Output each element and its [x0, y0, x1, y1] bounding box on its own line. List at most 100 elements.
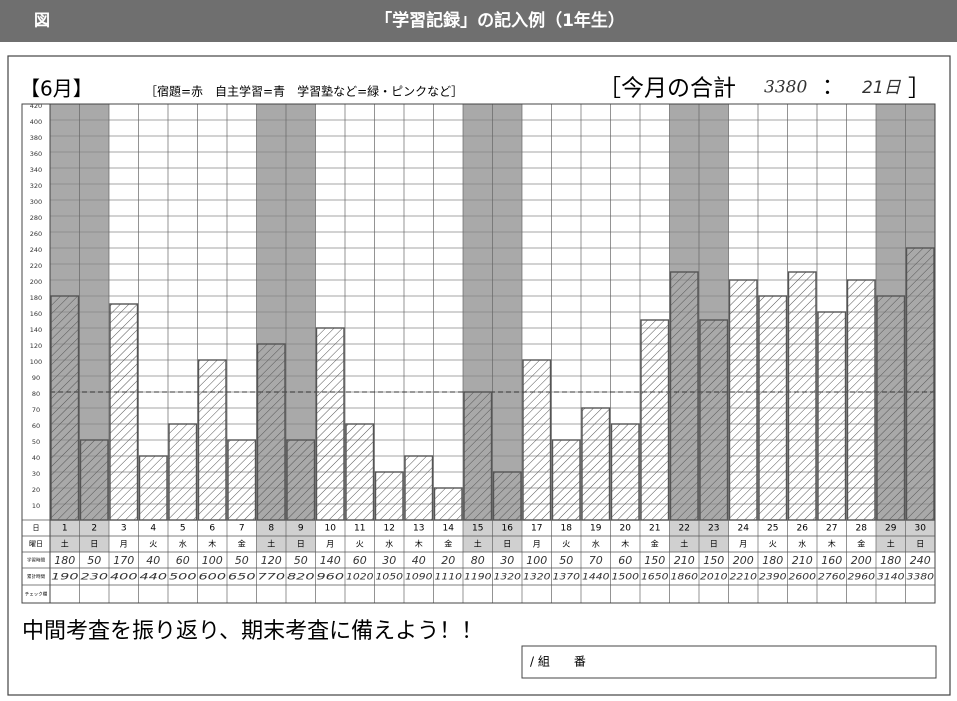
study-time: 170: [113, 554, 134, 567]
weekday-label: 日: [503, 540, 511, 549]
bar: [197, 359, 227, 521]
y-tick-label: 260: [30, 230, 42, 238]
header-title: 「学習記録」の記入例（1年生）: [375, 10, 625, 31]
cumulative-time: 1860: [671, 573, 699, 583]
y-tick-label: 180: [30, 294, 42, 302]
cumulative-time: 1110: [435, 573, 463, 583]
cumulative-time: 600: [199, 573, 227, 583]
class-box: [521, 645, 937, 679]
bar: [256, 343, 286, 521]
total-close: ］: [908, 76, 931, 102]
days: 21日: [862, 78, 902, 98]
y-tick-label: 100: [30, 358, 42, 366]
study-time: 60: [176, 554, 190, 567]
study-time: 120: [261, 554, 282, 567]
weekday-label: 月: [533, 540, 541, 549]
cumulative-time: 3140: [877, 573, 905, 583]
bar: [433, 487, 463, 521]
y-tick-label: 40: [32, 454, 40, 462]
study-time: 240: [910, 554, 931, 567]
study-time: 50: [559, 554, 573, 567]
bar: [109, 303, 139, 521]
y-tick-label: 220: [30, 262, 42, 270]
y-tick-label: 160: [30, 310, 42, 318]
bar: [345, 423, 375, 521]
cumulative-time: 2760: [818, 573, 846, 583]
cumulative-time: 1050: [376, 573, 404, 583]
y-tick-label: 360: [30, 150, 42, 158]
cumulative-time: 650: [228, 573, 256, 583]
day-label: 15: [472, 524, 483, 534]
class-box-label: / 組 番: [530, 655, 586, 669]
day-label: 6: [209, 524, 215, 534]
weekday-label: 火: [562, 540, 570, 549]
day-label: 23: [708, 524, 719, 534]
y-tick-label: 50: [32, 438, 40, 446]
day-label: 2: [91, 524, 97, 534]
y-tick-label: 60: [32, 422, 40, 430]
bar: [669, 271, 699, 521]
weekday-label: 木: [828, 539, 836, 549]
bar: [640, 319, 670, 521]
cumulative-time: 1020: [346, 573, 374, 583]
row-label: 累計時間: [27, 573, 45, 580]
y-tick-label: 140: [30, 326, 42, 334]
cumulative-time: 2010: [700, 573, 728, 583]
study-time: 100: [202, 554, 223, 567]
study-time: 80: [471, 554, 485, 567]
y-tick-label: 20: [32, 486, 40, 494]
study-time: 200: [733, 554, 754, 567]
study-time: 210: [792, 554, 813, 567]
cumulative-time: 400: [110, 573, 138, 583]
row-label: 日: [33, 524, 40, 532]
y-tick-label: 380: [30, 134, 42, 142]
y-tick-label: 400: [30, 118, 42, 126]
bar: [581, 407, 611, 521]
weekday-label: 水: [179, 539, 187, 549]
cumulative-time: 1370: [553, 573, 581, 583]
weekday-label: 土: [267, 539, 275, 549]
header-label: 図: [34, 11, 50, 30]
weekday-label: 火: [356, 540, 364, 549]
y-tick-label: 240: [30, 246, 42, 254]
bar: [846, 279, 876, 521]
weekday-label: 木: [415, 539, 423, 549]
cumulative-time: 2960: [848, 573, 876, 583]
weekday-label: 金: [444, 539, 452, 549]
total: 3380: [764, 78, 807, 98]
message: 中間考査を振り返り、期末考査に備えよう！！: [22, 619, 483, 644]
header-bar: [0, 0, 957, 42]
bar: [463, 391, 493, 521]
bar: [374, 471, 404, 521]
weekday-label: 火: [149, 540, 157, 549]
chart: 1020304050607080901001201401601802002202…: [21, 102, 936, 604]
bar: [227, 439, 257, 521]
weekday-label: 金: [651, 539, 659, 549]
weekday-label: 土: [61, 539, 69, 549]
day-label: 21: [649, 524, 660, 534]
bar: [787, 271, 817, 521]
bar: [817, 311, 847, 521]
day-label: 3: [121, 524, 127, 534]
day-label: 14: [443, 524, 455, 534]
study-time: 180: [880, 554, 901, 567]
bar: [728, 279, 758, 521]
weekday-label: 日: [710, 540, 718, 549]
study-time: 50: [235, 554, 249, 567]
bar: [758, 295, 788, 521]
bar: [286, 439, 316, 521]
study-time: 70: [589, 554, 603, 567]
y-tick-label: 10: [32, 502, 40, 510]
bar: [168, 423, 198, 521]
cumulative-time: 2600: [789, 573, 817, 583]
day-label: 4: [150, 524, 156, 534]
day-label: 24: [738, 524, 750, 534]
weekday-label: 日: [297, 540, 305, 549]
weekday-label: 土: [474, 539, 482, 549]
y-tick-label: 280: [30, 214, 42, 222]
weekday-label: 日: [916, 540, 924, 549]
cumulative-time: 190: [51, 573, 79, 583]
study-time: 150: [644, 554, 665, 567]
